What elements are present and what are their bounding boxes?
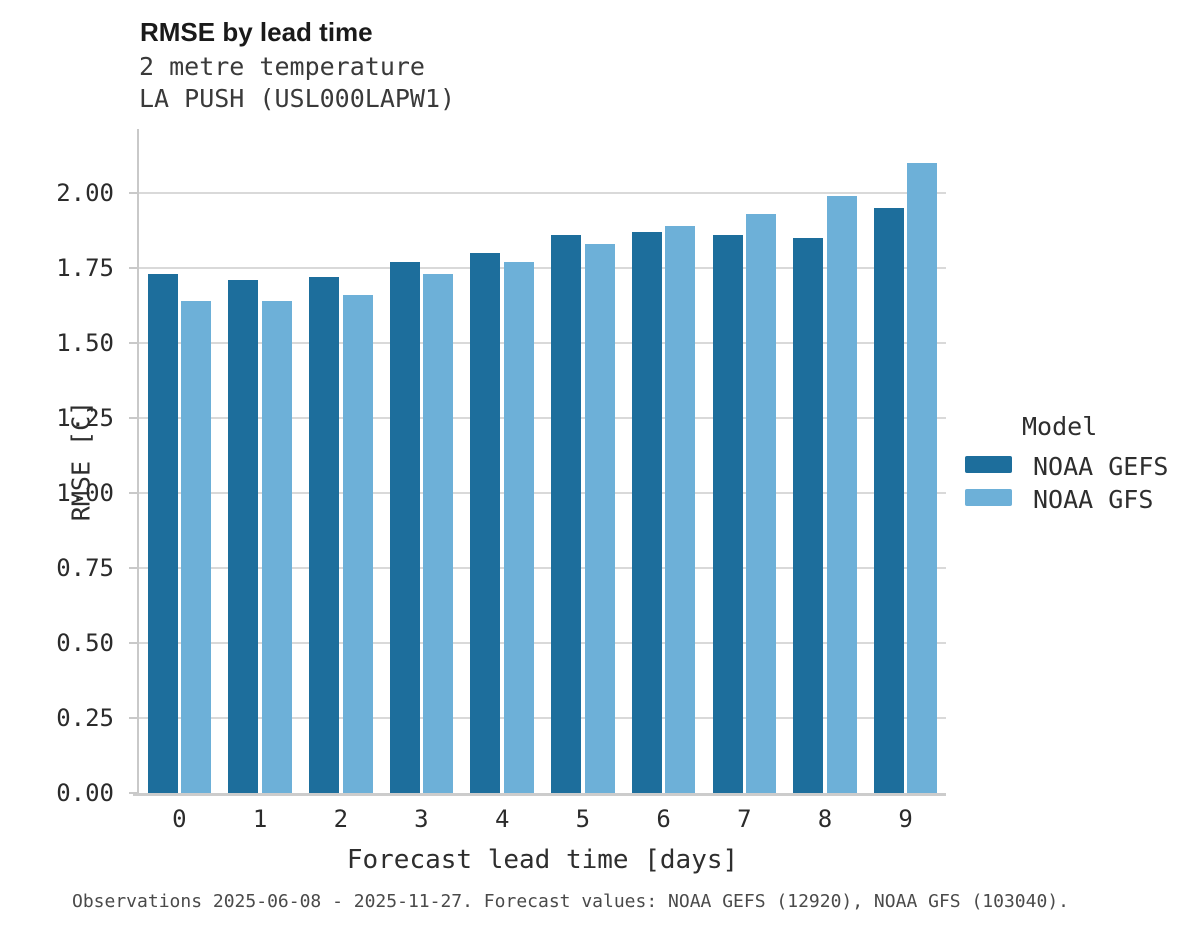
y-tick-mark bbox=[129, 567, 137, 569]
bar-gefs-lead-6 bbox=[631, 232, 662, 793]
legend-title: Model bbox=[1022, 412, 1098, 441]
bar-gefs-lead-8 bbox=[793, 238, 824, 793]
x-tick-label: 3 bbox=[414, 805, 429, 833]
bar-gefs-lead-4 bbox=[470, 253, 501, 793]
gridline-y-1.00 bbox=[139, 492, 946, 494]
x-tick-label: 1 bbox=[252, 805, 268, 833]
y-tick-mark bbox=[129, 417, 137, 419]
x-tick-label: 2 bbox=[333, 805, 349, 833]
x-axis-title: Forecast lead time [days] bbox=[346, 845, 739, 875]
bar-gfs-lead-8 bbox=[826, 196, 857, 793]
y-tick-label: 1.50 bbox=[56, 329, 114, 357]
x-tick-label: 7 bbox=[737, 805, 752, 833]
chart-title: RMSE by lead time bbox=[140, 17, 373, 47]
y-tick-mark bbox=[129, 342, 137, 344]
y-tick-label: 0.25 bbox=[56, 704, 114, 732]
bar-gfs-lead-5 bbox=[584, 244, 615, 793]
y-tick-label: 1.00 bbox=[56, 479, 114, 507]
plot-area: 0.00 0.25 0.50 0.75 1.00 1.25 1.50 1.75 2.00 0 1 2 3… bbox=[56, 129, 946, 831]
y-tick-mark bbox=[129, 492, 137, 494]
bar-gfs-lead-2 bbox=[342, 295, 373, 793]
bar-gfs-lead-7 bbox=[746, 214, 776, 793]
x-axis-spine bbox=[133, 793, 946, 796]
bar-gfs-lead-9 bbox=[907, 163, 938, 793]
bar-gfs-lead-4 bbox=[503, 262, 534, 793]
bar-gefs-lead-0 bbox=[147, 274, 178, 793]
y-tick-mark bbox=[129, 717, 137, 719]
y-axis-spine bbox=[137, 129, 139, 793]
x-tick-label: 0 bbox=[172, 805, 187, 833]
legend-label-gfs: NOAA GFS bbox=[1033, 485, 1154, 514]
gridline-y-1.50 bbox=[139, 342, 946, 344]
gridline-y-0.75 bbox=[139, 567, 946, 569]
footer-caption: Observations 2025-06-08 - 2025-11-27. Fo… bbox=[72, 891, 1069, 912]
gridline-y-0.25 bbox=[139, 717, 946, 719]
y-tick-mark bbox=[129, 267, 137, 269]
bar-gfs-lead-0 bbox=[181, 301, 212, 793]
chart-subtitle-variable: 2 metre temperature bbox=[139, 52, 425, 81]
x-tick-label: 6 bbox=[656, 805, 671, 833]
y-axis-title: RMSE [C] bbox=[66, 400, 96, 522]
y-tick-label: 0.50 bbox=[56, 629, 114, 657]
y-tick-label: 0.00 bbox=[56, 779, 114, 807]
chart-subtitle-station: LA PUSH (USL000LAPW1) bbox=[139, 84, 456, 113]
bar-gefs-lead-3 bbox=[389, 262, 420, 793]
gridline-y-1.75 bbox=[139, 267, 946, 269]
gfs-swatch-icon bbox=[965, 489, 1012, 506]
y-tick-label: 1.25 bbox=[56, 404, 114, 432]
y-tick-mark bbox=[129, 642, 137, 644]
bar-gfs-lead-6 bbox=[665, 226, 696, 793]
legend-label-gefs: NOAA GEFS bbox=[1033, 452, 1169, 481]
gridline-y-1.25 bbox=[139, 417, 946, 419]
x-tick-label: 5 bbox=[575, 805, 591, 833]
bar-gefs-lead-2 bbox=[309, 277, 339, 793]
gefs-swatch-icon bbox=[965, 456, 1012, 473]
bar-gefs-lead-7 bbox=[712, 235, 743, 793]
y-tick-label: 0.75 bbox=[56, 554, 114, 582]
bar-gfs-lead-1 bbox=[261, 301, 292, 793]
gridline-y-2.00 bbox=[139, 192, 946, 194]
x-tick-label: 9 bbox=[898, 805, 913, 833]
bar-gefs-lead-9 bbox=[873, 208, 904, 793]
gridline-y-0.50 bbox=[139, 642, 946, 644]
y-tick-mark bbox=[129, 192, 137, 194]
x-tick-label: 4 bbox=[494, 805, 510, 833]
bar-gefs-lead-1 bbox=[228, 280, 259, 793]
x-tick-label: 8 bbox=[817, 805, 833, 833]
bar-gfs-lead-3 bbox=[423, 274, 454, 793]
bar-gefs-lead-5 bbox=[551, 235, 582, 793]
y-tick-label: 2.00 bbox=[56, 179, 114, 207]
y-tick-label: 1.75 bbox=[56, 254, 114, 282]
y-tick-mark bbox=[129, 792, 137, 794]
